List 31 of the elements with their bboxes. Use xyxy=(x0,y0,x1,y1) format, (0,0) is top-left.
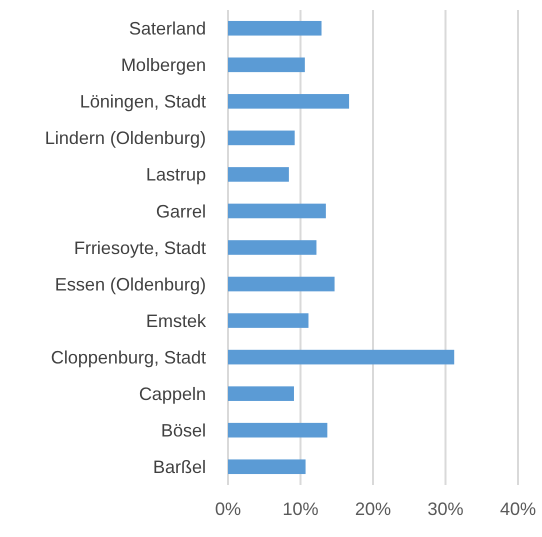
y-tick-label: Bösel xyxy=(160,420,206,440)
y-tick-label: Saterland xyxy=(128,18,206,39)
y-tick-label: Cappeln xyxy=(138,384,206,404)
x-tick-label: 30% xyxy=(427,499,464,519)
bar xyxy=(228,58,305,72)
bar xyxy=(228,459,306,474)
bar xyxy=(228,204,326,218)
y-tick-label: Molbergen xyxy=(120,55,206,76)
bar xyxy=(228,130,295,146)
x-tick-label: 10% xyxy=(282,499,319,519)
y-tick-label: Löningen, Stadt xyxy=(80,92,206,112)
bar xyxy=(228,386,294,401)
y-tick-label: Frriesoyte, Stadt xyxy=(74,238,206,258)
x-tick-label: 40% xyxy=(500,499,536,519)
x-tick-label: 0% xyxy=(214,499,242,519)
x-tick-label: 20% xyxy=(354,499,392,519)
bar xyxy=(228,350,454,364)
y-tick-label: Lindern (Oldenburg) xyxy=(44,128,206,148)
bar xyxy=(228,94,350,109)
y-tick-label: Essen (Oldenburg) xyxy=(54,274,206,294)
bar xyxy=(228,276,335,292)
y-tick-label: Emstek xyxy=(146,310,207,331)
y-tick-label: Lastrup xyxy=(146,164,206,185)
y-tick-label: Garrel xyxy=(156,201,206,222)
y-tick-label: Cloppenburg, Stadt xyxy=(50,347,206,368)
bar xyxy=(228,313,308,328)
bar xyxy=(228,240,316,255)
bar xyxy=(228,167,289,182)
y-tick-label: Barßel xyxy=(152,457,206,478)
bar xyxy=(228,20,322,36)
bar xyxy=(228,422,328,438)
